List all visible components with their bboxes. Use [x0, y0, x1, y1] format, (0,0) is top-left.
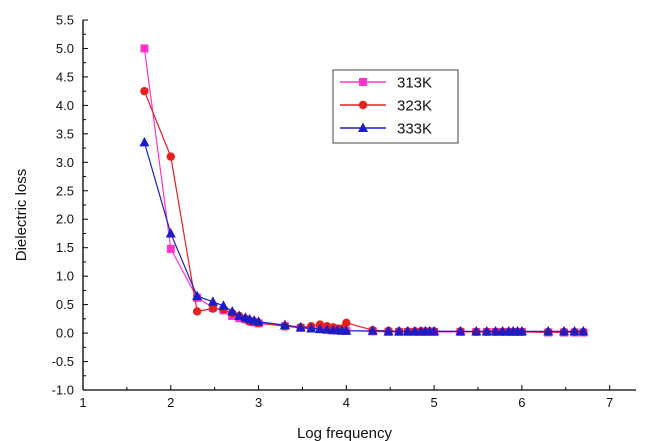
y-tick-label: -0.5	[52, 354, 74, 369]
data-point-333K	[279, 319, 290, 330]
data-point-333K	[481, 325, 492, 336]
legend-item-333K: 333K	[340, 121, 432, 138]
data-point-333K	[341, 325, 352, 335]
data-point-333K	[471, 325, 482, 336]
y-tick-label: 1.0	[56, 269, 74, 284]
data-point-333K	[516, 325, 527, 336]
y-axis-title: Dielectric loss	[13, 169, 30, 262]
legend-label: 323K	[397, 98, 432, 115]
data-point-333K	[295, 321, 306, 332]
y-tick-label: 2.0	[56, 212, 74, 227]
data-point-333K	[490, 325, 501, 336]
y-tick-label: 1.5	[56, 240, 74, 255]
data-point-323K	[140, 86, 149, 96]
axes: -1.0 -0.5 0.0 0.5 1.0 1.5 2.0 2.5 3.0 3.5 4.0 4.5 5.…	[13, 13, 636, 441]
legend-label: 313K	[397, 75, 432, 92]
y-tick-label: 5.0	[56, 41, 74, 56]
legend-item-313K: 313K	[340, 75, 432, 92]
data-point-333K	[455, 325, 466, 336]
y-tick-label: 0.5	[56, 297, 74, 312]
data-point-333K	[322, 324, 333, 334]
legend-item-323K: 323K	[340, 98, 432, 115]
x-tick-label: 6	[518, 395, 525, 410]
data-point-333K	[306, 323, 317, 333]
data-point-333K	[165, 227, 176, 238]
data-point-333K	[578, 325, 589, 336]
data-point-333K	[234, 310, 245, 320]
data-point-313K	[166, 244, 175, 253]
y-tick-label: 2.5	[56, 183, 74, 198]
legend-marker	[358, 100, 368, 110]
data-point-333K	[315, 323, 325, 334]
legend-marker	[359, 78, 367, 86]
data-point-323K	[192, 307, 202, 316]
x-tick-label: 3	[255, 395, 262, 410]
y-tick-label: 3.5	[56, 126, 74, 141]
data-point-333K	[559, 325, 570, 336]
data-point-323K	[342, 318, 351, 328]
y-tick-label: 4.5	[56, 69, 74, 84]
data-point-333K	[383, 325, 394, 336]
series-333K	[139, 136, 589, 336]
data-point-333K	[367, 325, 378, 335]
data-point-333K	[192, 290, 203, 301]
data-point-333K	[218, 300, 229, 310]
legend-marker	[358, 122, 368, 132]
x-axis-title: Log frequency	[297, 425, 393, 441]
data-point-323K	[208, 304, 218, 313]
data-point-323K	[166, 152, 175, 161]
x-tick-label: 2	[167, 395, 174, 410]
series-layer	[139, 44, 589, 337]
data-point-313K	[140, 44, 149, 53]
y-tick-label: 4.0	[56, 98, 74, 113]
x-tick-label: 5	[430, 395, 437, 410]
data-point-333K	[394, 325, 404, 336]
legend-box	[332, 69, 459, 144]
y-tick-label: 0.0	[56, 326, 74, 341]
y-tick-label: 3.0	[56, 155, 74, 170]
data-point-333K	[569, 325, 580, 336]
x-tick-label: 4	[343, 395, 350, 410]
data-point-333K	[207, 296, 218, 306]
data-point-333K	[429, 325, 440, 336]
x-tick-label: 1	[79, 395, 86, 410]
y-tick-label: 5.5	[56, 13, 74, 28]
x-tick-label: 7	[606, 395, 613, 410]
data-point-333K	[253, 316, 264, 326]
legend-label: 333K	[397, 121, 432, 138]
data-point-333K	[227, 305, 238, 316]
data-point-333K	[139, 136, 150, 147]
y-tick-label: -1.0	[52, 383, 74, 398]
data-point-333K	[543, 325, 554, 336]
legend: 313K 323K 333K	[332, 69, 459, 144]
data-point-333K	[402, 325, 413, 336]
